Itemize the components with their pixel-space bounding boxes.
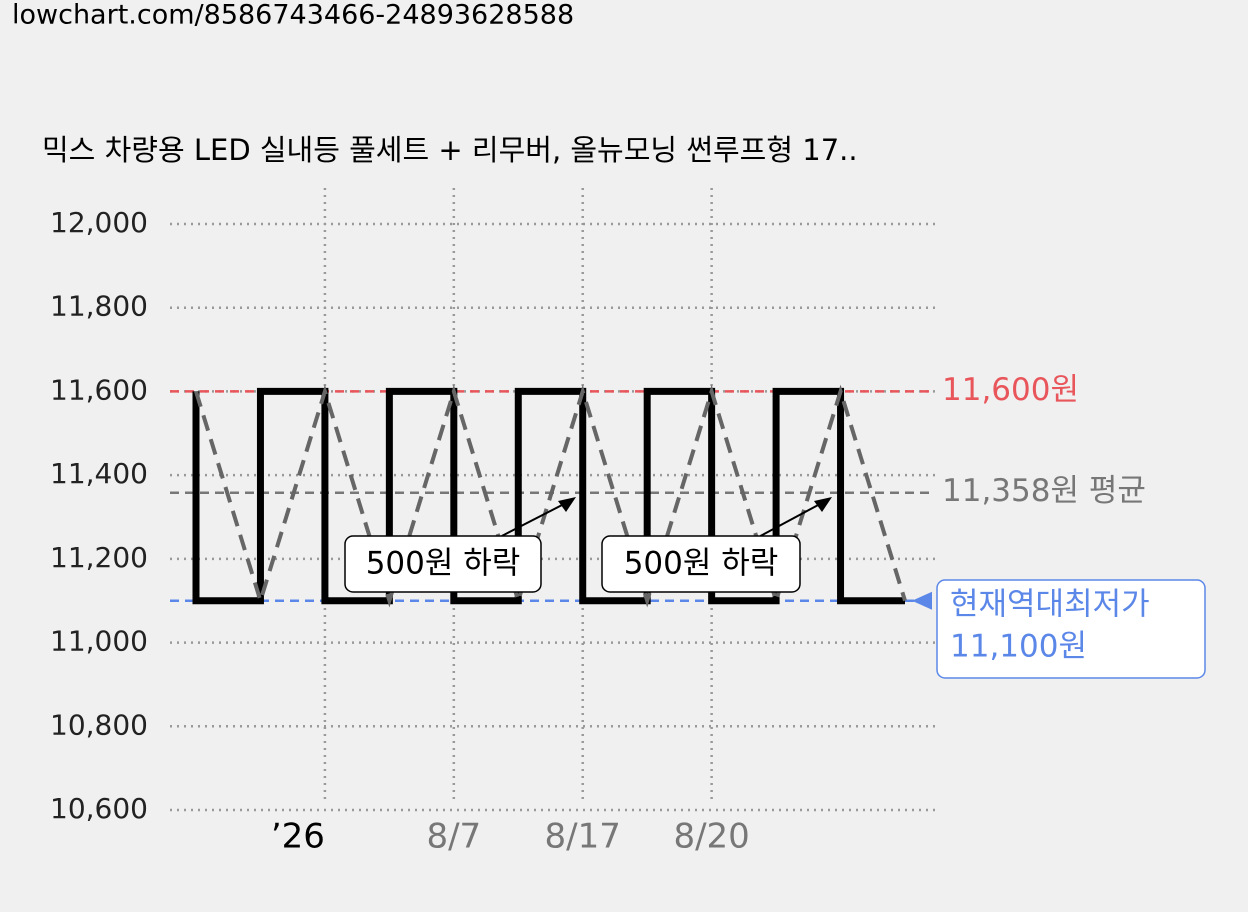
annotation-arrow [501, 503, 565, 537]
annotation-box [601, 535, 801, 593]
y-tick-label: 11,200 [50, 541, 148, 574]
y-tick-label: 10,800 [50, 708, 148, 741]
chart-title: 믹스 차량용 LED 실내등 풀세트 + 리무버, 올뉴모닝 썬루프형 17.. [42, 133, 858, 167]
callout-label: 11,100원 [950, 629, 1087, 665]
arrow-head [814, 497, 832, 512]
callout-box [936, 579, 1206, 679]
annotation-label: 500원 하락 [624, 546, 779, 582]
y-tick-label: 10,600 [50, 792, 148, 825]
x-tick-label: 8/17 [545, 817, 621, 857]
url: lowchart.com/8586743466-24893628588 [12, 0, 574, 31]
y-tick-label: 11,400 [50, 457, 148, 490]
x-tick-label: 8/20 [673, 817, 749, 857]
reference-label: 11,358원 평균 [942, 473, 1146, 509]
y-tick-label: 11,000 [50, 625, 148, 658]
callout-label: 현재역대최저가 [950, 587, 1150, 623]
x-tick-label: ’26 [271, 817, 325, 857]
annotation-arrow [759, 503, 821, 537]
price-step [192, 387, 905, 605]
x-tick-label: 8/7 [426, 817, 481, 857]
y-tick-label: 12,000 [50, 206, 148, 239]
y-tick-label: 11,800 [50, 290, 148, 323]
callout-pointer [912, 591, 932, 610]
arrow-head [558, 497, 576, 512]
reference-label: 11,600원 [942, 372, 1079, 408]
y-tick-label: 11,600 [50, 373, 148, 406]
annotation-label: 500원 하락 [366, 546, 521, 582]
annotation-box [344, 535, 542, 593]
